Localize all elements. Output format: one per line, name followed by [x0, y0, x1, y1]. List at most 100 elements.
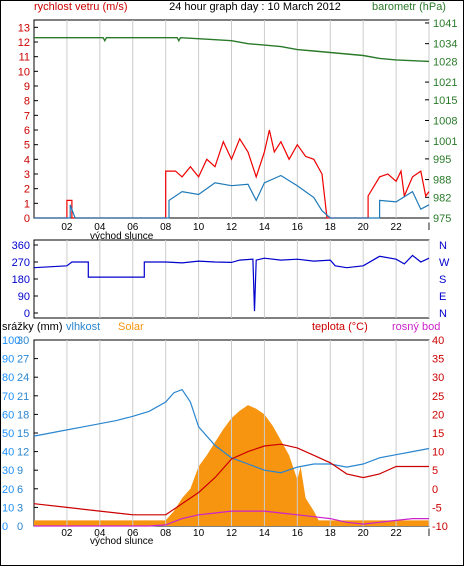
wind-tick-label: 04 [94, 222, 106, 233]
climate-tick-label: 12 [226, 528, 238, 539]
temperature-axis-tick-label: 10 [432, 447, 444, 459]
pressure-axis-tick-label: 1028 [433, 56, 457, 68]
humidity-axis-tick-label: 30 [17, 335, 29, 347]
rain-axis-tick-label: 50 [2, 428, 14, 440]
rain-axis-tick-label: 10 [2, 502, 14, 514]
humidity-axis-tick-label: 27 [17, 354, 29, 366]
wind-axis-tick-label: 10 [18, 66, 30, 78]
direction-series-line [33, 254, 430, 312]
humidity-axis-tick-label: 15 [17, 428, 29, 440]
wind-tick-label: l [428, 222, 430, 233]
pressure-axis-label: barometr (hPa) [372, 1, 446, 13]
climate-tick-label: 16 [292, 528, 304, 539]
compass-label: N [439, 308, 447, 320]
sunrise-label-top: východ slunce [90, 231, 154, 242]
average-wind-series-line [34, 174, 430, 219]
humidity-axis-tick-label: 3 [17, 502, 23, 514]
wind-tick-label: 20 [358, 222, 370, 233]
wind-axis-tick-label: 2 [24, 184, 30, 196]
rain-axis-tick-label: 40 [2, 447, 14, 459]
pressure-axis-tick-label: 1008 [433, 115, 457, 127]
wind-tick-label: 12 [226, 222, 238, 233]
humidity-axis-tick-label: 21 [17, 391, 29, 403]
rain-axis-label: srážky (mm) [2, 321, 63, 333]
humidity-axis-tick-label: 0 [17, 521, 23, 533]
temperature-series-line [33, 443, 429, 516]
humidity-axis-tick-label: 12 [17, 447, 29, 459]
dewpoint-series-line [34, 510, 429, 527]
humidity-axis-tick-label: 6 [17, 484, 23, 496]
wind-tick-label: 16 [292, 222, 304, 233]
rain-axis-tick-label: 20 [2, 484, 14, 496]
pressure-axis-tick-label: 982 [433, 192, 451, 204]
rain-axis-tick-label: 30 [2, 465, 14, 477]
rain-axis-tick-label: 60 [2, 409, 14, 421]
pressure-axis-tick-label: 1001 [433, 136, 457, 148]
temperature-axis-tick-label: 30 [432, 372, 444, 384]
wind-axis-tick-label: 13 [18, 22, 30, 34]
wind-axis-tick-label: 5 [24, 140, 30, 152]
compass-label: N [439, 240, 447, 252]
temperature-axis-tick-label: 5 [432, 465, 438, 477]
humidity-series-line [33, 388, 430, 474]
wind-axis-tick-label: 0 [24, 213, 30, 225]
chart-title: 24 hour graph day : 10 March 2012 [169, 1, 341, 13]
pressure-axis-tick-label: 975 [433, 213, 451, 225]
wind-axis-tick-label: 6 [24, 125, 30, 137]
climate-tick-label: 20 [358, 528, 370, 539]
pressure-axis-tick-label: 988 [433, 175, 451, 187]
wind-axis-tick-label: 3 [24, 169, 30, 181]
pressure-series-line [34, 36, 430, 63]
wind-tick-label: 18 [325, 222, 337, 233]
humidity-axis-label: vlhkost [66, 321, 100, 333]
humidity-axis-tick-label: 9 [17, 465, 23, 477]
wind-axis-tick-label: 12 [18, 37, 30, 49]
pressure-axis-tick-label: 995 [433, 154, 451, 166]
temperature-axis-tick-label: 35 [432, 354, 444, 366]
direction-axis-tick-label: 90 [18, 291, 30, 303]
wind-axis-tick-label: 9 [24, 81, 30, 93]
climate-tick-label: 18 [325, 528, 337, 539]
direction-axis-tick-label: 360 [12, 240, 30, 252]
wind-tick-label: 22 [391, 222, 403, 233]
wind-axis-tick-label: 11 [19, 52, 30, 64]
direction-axis-tick-label: 270 [12, 257, 30, 269]
direction-axis-tick-label: 0 [24, 308, 30, 320]
climate-tick-label: 10 [193, 528, 205, 539]
temperature-axis-tick-label: -5 [432, 502, 442, 514]
wind-tick-label: 10 [193, 222, 205, 233]
climate-tick-label: 22 [391, 528, 403, 539]
rain-axis-tick-label: 100 [2, 335, 20, 347]
compass-label: S [439, 274, 446, 286]
temperature-axis-tick-label: 20 [432, 409, 444, 421]
solar-axis-label: Solar [118, 321, 144, 333]
rain-axis-tick-label: 70 [2, 391, 14, 403]
dew-axis-label: rosný bod [392, 321, 440, 333]
wind-tick-label: 06 [127, 222, 139, 233]
climate-tick-label: 08 [160, 528, 172, 539]
temperature-axis-tick-label: 0 [432, 484, 438, 496]
climate-tick-label: l [428, 528, 430, 539]
climate-tick-label: 02 [61, 528, 73, 539]
wind-tick-label: 02 [61, 222, 73, 233]
compass-label: W [439, 257, 450, 269]
wind-axis-label: rychlost vetru (m/s) [34, 1, 128, 13]
pressure-axis-tick-label: 1021 [433, 77, 457, 89]
direction-axis-tick-label: 180 [12, 274, 30, 286]
rain-axis-tick-label: 90 [2, 354, 14, 366]
pressure-axis-tick-label: 1041 [433, 18, 457, 30]
wind-axis-tick-label: 8 [24, 96, 30, 108]
wind-axis-tick-label: 4 [24, 154, 30, 166]
humidity-axis-tick-label: 18 [17, 409, 29, 421]
gust-series-line [34, 129, 430, 219]
temperature-axis-tick-label: -10 [432, 521, 448, 533]
wind-tick-label: 14 [259, 222, 271, 233]
temperature-axis-tick-label: 15 [432, 428, 444, 440]
pressure-axis-tick-label: 1034 [433, 39, 457, 51]
compass-label: E [439, 291, 446, 303]
wind-axis-tick-label: 1 [24, 198, 30, 210]
temp-axis-label: teplota (°C) [312, 321, 368, 333]
temperature-axis-tick-label: 25 [432, 391, 444, 403]
